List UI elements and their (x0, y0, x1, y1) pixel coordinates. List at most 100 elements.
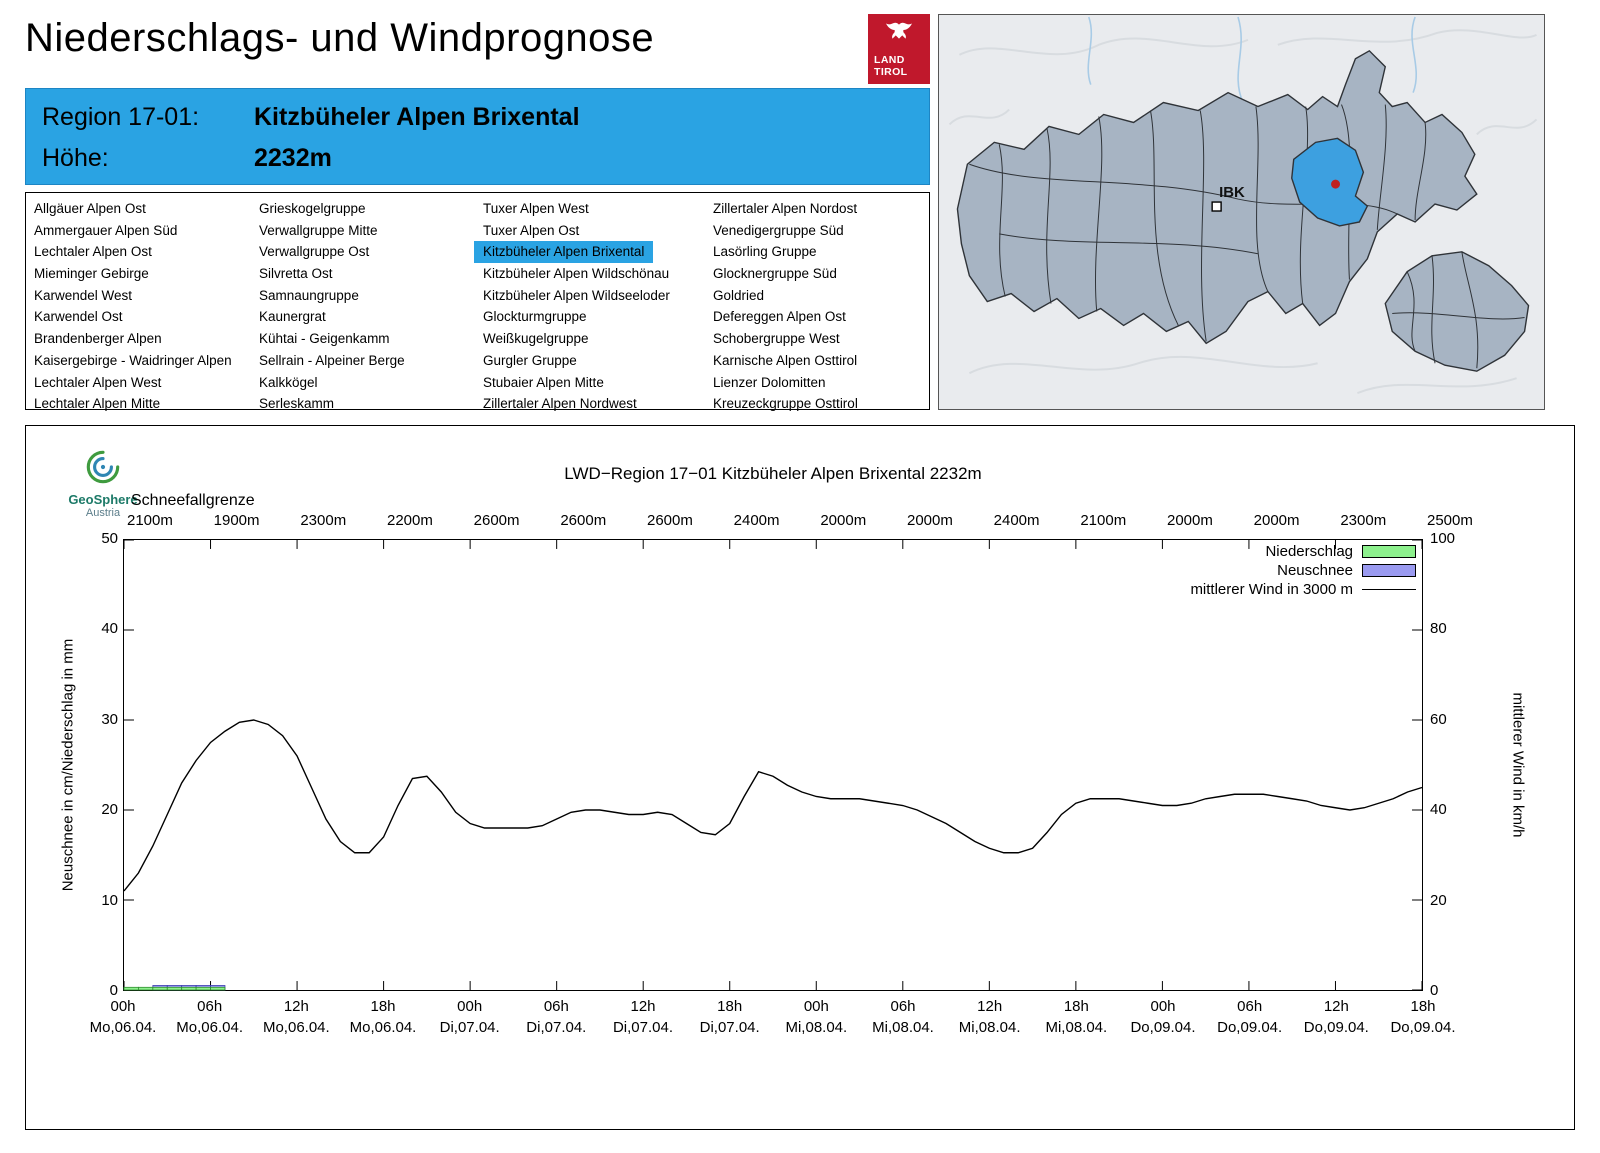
land-tirol-logo: LAND TIROL (868, 14, 930, 84)
x-tick-hour: 00h (1150, 998, 1176, 1015)
hoehe-label: Höhe: (42, 144, 109, 172)
region-list-item[interactable]: Venedigergruppe Süd (713, 222, 844, 238)
region-list-item[interactable]: Kreuzeckgruppe Osttirol (713, 396, 858, 412)
schneefallgrenze-value: 2000m (820, 512, 867, 529)
x-tick-hour: 06h (1237, 998, 1263, 1015)
chart-legend: Niederschlag Neuschnee mittlerer Wind in 3… (1190, 542, 1416, 599)
region-list-item[interactable]: Karwendel West (34, 287, 133, 303)
y-tick-label-right: 80 (1430, 620, 1447, 638)
region-list-item-selected[interactable]: Kitzbüheler Alpen Brixental (474, 241, 654, 264)
schneefallgrenze-value: 2600m (560, 512, 607, 529)
map-highlighted-region[interactable] (1291, 137, 1369, 227)
region-list-item[interactable]: Stubaier Alpen Mitte (483, 374, 604, 390)
x-tick-date: Mi,08.04. (872, 1019, 934, 1036)
region-list-item[interactable]: Tuxer Alpen West (483, 201, 589, 216)
region-list-item[interactable]: Zillertaler Alpen Nordost (713, 201, 858, 216)
region-list-item[interactable]: Lechtaler Alpen Mitte (34, 396, 161, 412)
y-tick-label-right: 40 (1430, 801, 1447, 819)
schneefallgrenze-value: 2000m (1167, 512, 1213, 529)
niederschlag-bar (181, 986, 197, 991)
region-list-item[interactable]: Zillertaler Alpen Nordwest (483, 396, 637, 412)
legend-label: mittlerer Wind in 3000 m (1190, 581, 1353, 598)
region-list-item[interactable]: Samnaungruppe (259, 287, 359, 303)
niederschlag-bar (152, 986, 168, 991)
x-tick-hour: 00h (803, 998, 829, 1015)
schneefallgrenze-label: Schneefallgrenze (131, 492, 255, 509)
region-list-item[interactable]: Kaunergrat (259, 309, 326, 325)
region-list-item[interactable]: Ammergauer Alpen Süd (34, 222, 178, 238)
x-tick-date: Mi,08.04. (958, 1019, 1021, 1036)
region-value: Kitzbüheler Alpen Brixental (254, 103, 580, 131)
hoehe-info-row: Höhe: 2232m (42, 138, 913, 179)
region-list-item[interactable]: Kitzbüheler Alpen Wildseeloder (483, 287, 670, 303)
geosphere-logo: GeoSphere Austria (58, 446, 148, 520)
y-tick-label-right: 20 (1430, 891, 1447, 909)
map-inner-borders (969, 104, 1427, 342)
x-tick-date: Di,07.04. (526, 1019, 587, 1036)
legend-swatch (1362, 589, 1416, 590)
schneefallgrenze-value: 2600m (473, 512, 520, 529)
map-region-north-tirol[interactable] (956, 49, 1478, 345)
region-list-item[interactable]: Goldried (713, 287, 765, 303)
region-list-item[interactable]: Verwallgruppe Mitte (259, 222, 378, 238)
tirol-map[interactable]: IBK (938, 14, 1545, 410)
legend-label: Neuschnee (1277, 562, 1353, 579)
region-list: Allgäuer Alpen Ost Ammergauer Alpen Süd Le… (25, 192, 930, 411)
region-list-item[interactable]: Serleskamm (259, 396, 335, 412)
region-list-item[interactable]: Lasörling Gruppe (713, 244, 817, 260)
region-list-item[interactable]: Kaisergebirge - Waidringer Alpen (34, 352, 232, 368)
y-axis-title-left: Neuschnee in cm/Niederschlag in mm (59, 638, 77, 892)
region-list-item[interactable]: Kühtai - Geigenkamm (259, 331, 390, 347)
x-tick-hour: 06h (543, 998, 569, 1015)
region-list-item[interactable]: Kitzbüheler Alpen Wildschönau (483, 266, 670, 282)
region-list-item[interactable]: Verwallgruppe Ost (259, 244, 370, 260)
region-list-item[interactable]: Sellrain - Alpeiner Berge (259, 352, 405, 368)
schneefallgrenze-value: 2000m (907, 512, 953, 529)
x-tick-hour: 12h (977, 998, 1003, 1015)
x-tick-date: Do,09.04. (1130, 1019, 1196, 1036)
region-list-item[interactable]: Weißkugelgruppe (483, 331, 589, 347)
region-list-item[interactable]: Tuxer Alpen Ost (483, 222, 580, 238)
plot-area (123, 539, 1423, 991)
region-list-item[interactable]: Kalkkögel (259, 374, 318, 390)
x-tick-hour: 12h (1323, 998, 1349, 1015)
region-list-item[interactable]: Lienzer Dolomitten (713, 374, 826, 390)
tirol-eagle-icon (886, 22, 912, 39)
region-list-item[interactable]: Karnische Alpen Osttirol (713, 352, 858, 368)
y-tick-label-left: 50 (101, 530, 118, 547)
region-list-item[interactable]: Glockturmgruppe (483, 309, 587, 325)
x-tick-date: Di,07.04. (439, 1019, 500, 1036)
x-tick-date: Mo,06.04. (89, 1019, 157, 1036)
schneefallgrenze-row: 2100m 1900m 2300m 2200m 2600m 2600m 2600m 2400m… (123, 512, 1473, 530)
region-list-item[interactable]: Grieskogelgruppe (259, 201, 366, 216)
geosphere-logo-name: GeoSphere (68, 492, 138, 507)
schneefallgrenze-value: 2100m (1080, 512, 1127, 529)
map-region-east-tirol[interactable] (1384, 251, 1530, 372)
niederschlag-bar (166, 986, 183, 991)
region-list-item[interactable]: Gurgler Gruppe (483, 352, 577, 368)
region-list-item[interactable]: Defereggen Alpen Ost (713, 309, 846, 325)
region-list-item[interactable]: Karwendel Ost (34, 309, 123, 325)
page-title: Niederschlags- und Windprognose (25, 16, 655, 60)
region-list-item[interactable]: Glocknergruppe Süd (713, 266, 837, 282)
region-list-item[interactable]: Brandenberger Alpen (34, 331, 162, 347)
geosphere-logo-icon (86, 450, 120, 484)
x-tick-hour: 06h (197, 998, 223, 1015)
region-list-item[interactable]: Lechtaler Alpen West (34, 374, 162, 390)
tirol-map-svg: IBK (948, 16, 1538, 395)
x-tick-date: Di,07.04. (699, 1019, 760, 1036)
schneefallgrenze-value: 2600m (647, 512, 693, 529)
x-tick-date: Mo,06.04. (176, 1019, 244, 1036)
x-tick-date: Do,09.04. (1390, 1019, 1456, 1036)
niederschlag-bar (210, 986, 226, 991)
region-list-column: Zillertaler Alpen Nordost Venedigergruppe… (713, 198, 867, 415)
niederschlag-bar (138, 986, 154, 991)
x-tick-hour: 06h (890, 998, 916, 1015)
region-list-item[interactable]: Silvretta Ost (259, 266, 333, 282)
x-axis-hour-labels: 00h 06h 12h 18h 00h 06h 12h 18h 00h 06h 12h 18h 00h 0… (110, 998, 1435, 1016)
region-list-item[interactable]: Allgäuer Alpen Ost (34, 201, 146, 216)
region-list-item[interactable]: Lechtaler Alpen Ost (34, 244, 152, 260)
region-list-item[interactable]: Schobergruppe West (713, 331, 840, 347)
region-list-item[interactable]: Mieminger Gebirge (34, 266, 149, 282)
legend-swatch (1362, 564, 1416, 577)
